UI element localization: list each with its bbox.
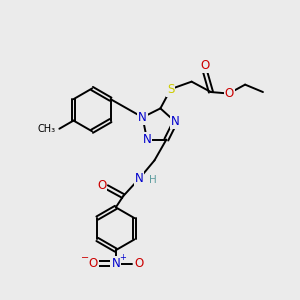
Text: CH₃: CH₃ — [38, 124, 56, 134]
Text: N: N — [135, 172, 143, 185]
Text: −: − — [81, 253, 89, 263]
Text: O: O — [97, 179, 106, 192]
Text: S: S — [167, 82, 175, 96]
Text: N: N — [138, 111, 147, 124]
Text: O: O — [88, 257, 98, 270]
Text: O: O — [225, 87, 234, 100]
Text: N: N — [143, 133, 152, 146]
Text: O: O — [200, 59, 210, 72]
Text: O: O — [134, 257, 143, 270]
Text: +: + — [119, 253, 126, 262]
Text: N: N — [111, 257, 120, 270]
Text: N: N — [171, 115, 180, 128]
Text: H: H — [148, 175, 156, 185]
